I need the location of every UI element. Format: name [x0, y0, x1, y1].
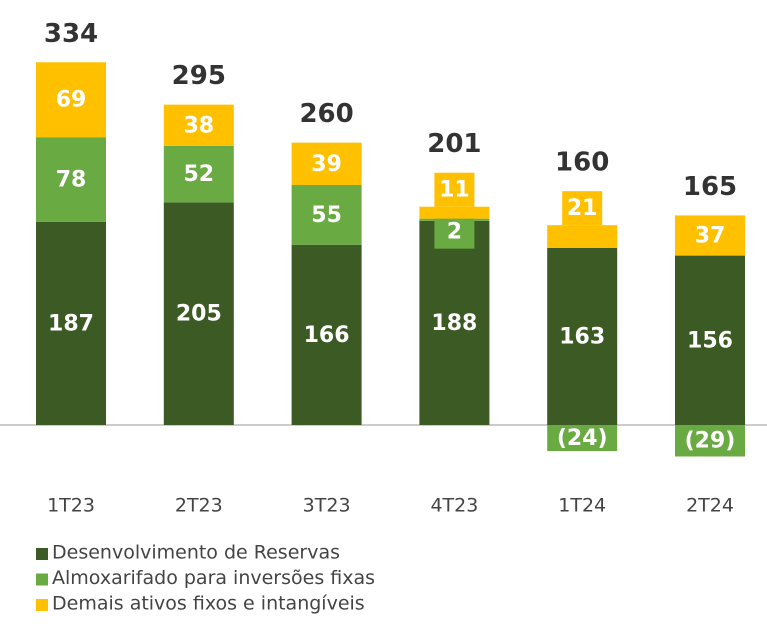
bar-segment	[547, 225, 618, 248]
total-label: 201	[427, 129, 481, 159]
x-tick-label: 2T24	[686, 495, 734, 517]
legend-label: Almoxarifado para inversões fixas	[52, 567, 375, 589]
data-label: 52	[183, 162, 214, 187]
data-label: 55	[311, 203, 342, 228]
data-label: 39	[311, 152, 342, 177]
bar-segment	[36, 62, 106, 138]
bar-segment	[36, 221, 106, 425]
bar-segment	[291, 184, 362, 245]
data-label: 163	[559, 324, 605, 349]
data-label: 188	[431, 311, 477, 336]
legend-swatch	[36, 573, 48, 586]
data-label: 11	[439, 178, 470, 203]
data-label: (29)	[685, 429, 736, 454]
bar-segment	[675, 215, 745, 256]
total-label: 260	[299, 99, 353, 129]
x-tick-label: 3T23	[303, 495, 351, 517]
bar-segment	[419, 206, 490, 219]
legend-label: Demais ativos fixos e intangíveis	[52, 593, 365, 615]
data-label: 166	[304, 323, 350, 348]
data-label: 78	[56, 168, 87, 193]
bar-segment	[675, 255, 745, 425]
legend-swatch	[36, 599, 48, 611]
data-label: 2	[447, 220, 462, 245]
data-label: 38	[183, 113, 214, 138]
x-tick-label: 4T23	[430, 495, 478, 517]
x-tick-label: 1T24	[558, 495, 606, 517]
legend-swatch	[36, 548, 48, 560]
bar-segment	[419, 220, 490, 425]
bar-segment	[163, 202, 234, 425]
data-label: 187	[48, 311, 94, 336]
total-label: 295	[172, 61, 226, 91]
data-label: 21	[567, 196, 598, 221]
total-label: 160	[555, 148, 609, 178]
label-badge	[434, 214, 475, 249]
data-label: 156	[687, 328, 733, 353]
bar-segment	[163, 145, 234, 203]
bar-segment	[547, 425, 618, 452]
data-label: 205	[176, 302, 222, 327]
bar-segment	[291, 142, 362, 185]
legend-label: Desenvolvimento de Reservas	[52, 542, 340, 564]
total-label: 165	[683, 172, 737, 202]
bar-segment	[291, 244, 362, 425]
bar-segment	[675, 425, 745, 457]
x-tick-label: 2T23	[175, 495, 223, 517]
x-tick-label: 1T23	[47, 495, 95, 517]
data-label: 37	[695, 223, 726, 248]
total-label: 334	[44, 19, 98, 49]
bar-segment	[163, 104, 234, 146]
bar-segment	[36, 137, 106, 222]
label-badge	[434, 172, 475, 207]
bar-segment	[547, 247, 618, 425]
data-label: 69	[56, 88, 87, 113]
data-label: (24)	[557, 426, 608, 451]
label-badge	[562, 191, 603, 226]
